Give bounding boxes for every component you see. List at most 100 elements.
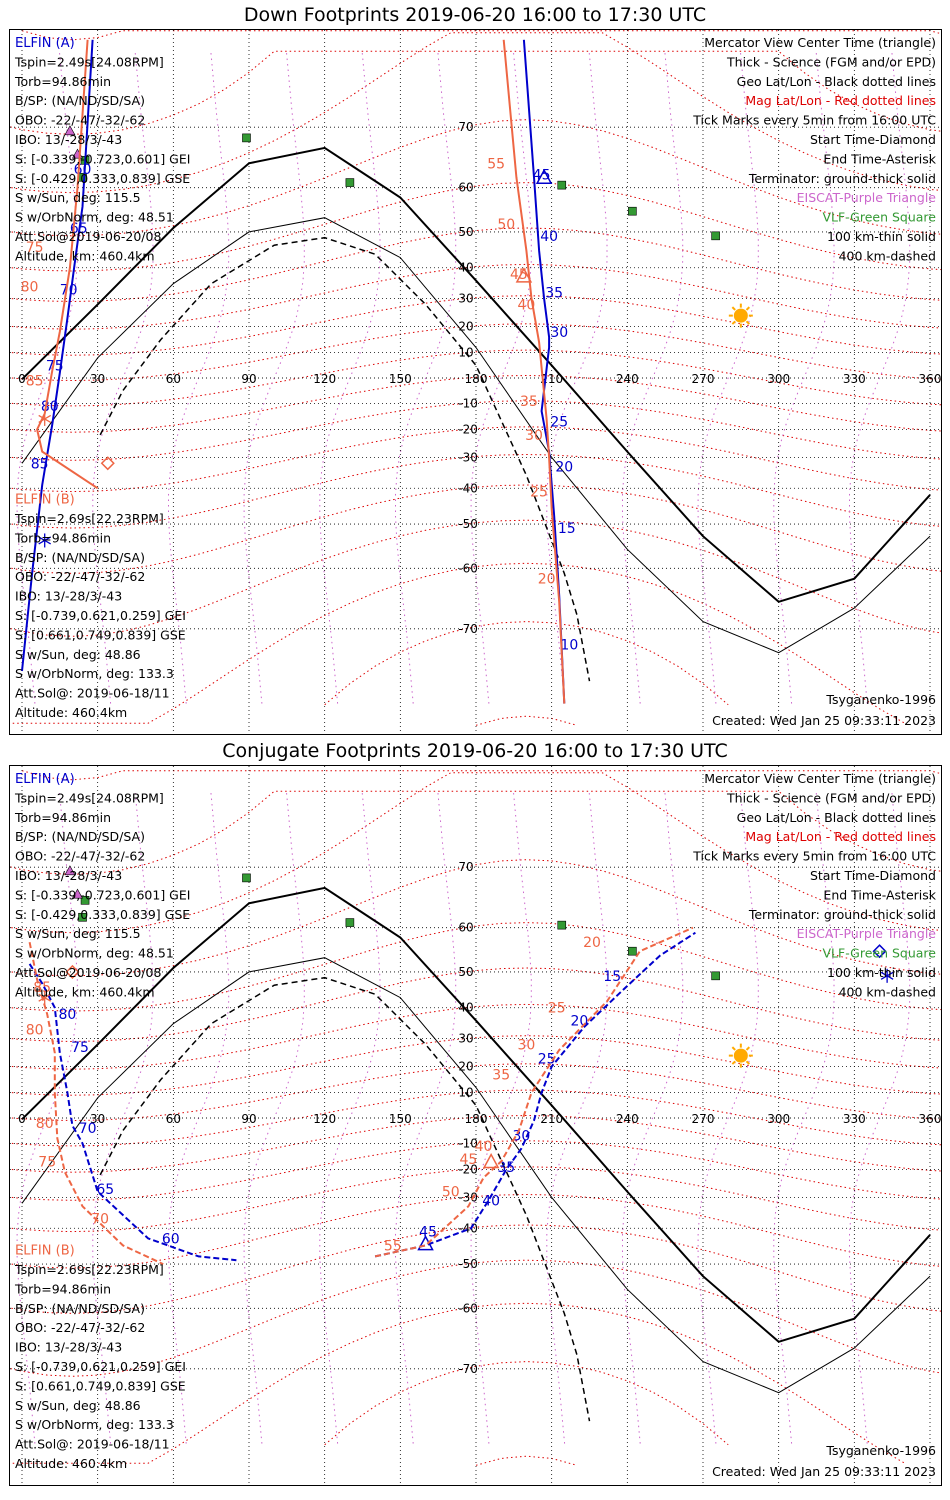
created-timestamp: Created: Wed Jan 25 09:33:11 2023 <box>712 1464 936 1479</box>
tick-minute-label: 45 <box>419 1225 437 1241</box>
y-tick-label: -40 <box>458 481 478 495</box>
sun-ray <box>745 1060 751 1065</box>
start-time-diamond <box>65 964 80 980</box>
terminator-100km-line <box>21 217 931 654</box>
legend-line: End Time-Asterisk <box>823 887 936 902</box>
y-tick-label: 60 <box>458 181 473 195</box>
legend-line: Mercator View Center Time (triangle) <box>704 771 936 786</box>
y-tick-label: 30 <box>458 292 473 306</box>
x-tick-label: 150 <box>389 372 412 386</box>
elfin-a-info-line: B/SP: (NA/ND/SD/SA) <box>15 93 145 108</box>
mag-lon-line <box>16 52 78 704</box>
mag-lat-line <box>10 772 941 934</box>
end-time-asterisk <box>38 536 52 545</box>
elfin-b-info-line: Torb=94.86min <box>14 1281 111 1296</box>
legend-line: End Time-Asterisk <box>823 151 936 166</box>
elfin-a-info-line: IBO: 13/-28/3/-43 <box>15 132 122 147</box>
x-tick-label: 90 <box>241 372 256 386</box>
top-footprint-map: 0 30 60 90 120 150 180 210 240 270 300 330 360706050… <box>10 30 941 734</box>
sun-ray <box>731 1060 736 1065</box>
legend-line: 100 km-thin solid <box>827 229 936 244</box>
mag-lat-line <box>324 621 729 706</box>
x-tick-label: 360 <box>919 372 941 386</box>
mag-lat-line <box>10 323 941 382</box>
sun-ray <box>745 1046 751 1051</box>
legend-line: VLF-Green Square <box>822 946 936 961</box>
elfin-a-info-line: Tspin=2.49s[24.08RPM] <box>14 790 164 805</box>
elfin-a-info-line: Att.Sol@2019-06-20/08 <box>15 229 161 244</box>
x-tick-label: 270 <box>692 372 715 386</box>
sun-ray <box>731 1046 736 1051</box>
y-tick-label: -60 <box>458 561 478 575</box>
elfin-a-info-line: Torb=94.86min <box>14 74 111 89</box>
center-time-triangle <box>482 1152 500 1169</box>
sun-ray <box>731 306 736 311</box>
mag-lat-line <box>10 1003 941 1070</box>
elfin-a-info-line: S: [-0.339,-0.723,0.601] GEI <box>15 887 190 902</box>
mag-lat-line <box>10 1089 941 1147</box>
x-tick-label: 180 <box>465 1112 488 1126</box>
x-tick-label: 360 <box>919 1112 941 1126</box>
mag-lat-line <box>10 1063 941 1122</box>
mag-lon-line <box>849 52 911 704</box>
y-tick-label: -40 <box>458 1221 478 1235</box>
footprint-track <box>374 931 696 1258</box>
tick-minute-label: 30 <box>525 428 543 444</box>
legend-line: EISCAT-Purple Triangle <box>797 190 937 205</box>
sun-marker <box>733 1048 748 1063</box>
elfin-b-info-line: Att.Sol@: 2019-06-18/11 <box>15 1437 170 1452</box>
tick-minute-label: 40 <box>475 1139 493 1155</box>
model-label: Tsyganenko-1996 <box>825 692 936 707</box>
footprint-track <box>36 39 99 490</box>
end-time-asterisk <box>880 971 894 980</box>
center-time-triangle <box>535 168 553 185</box>
sun-ray <box>731 320 736 325</box>
x-tick-label: 120 <box>313 372 336 386</box>
sun-ray <box>745 306 751 311</box>
sun-marker <box>733 308 748 323</box>
tick-minute-label: 80 <box>58 1007 76 1023</box>
footprint-track <box>374 926 694 1258</box>
elfin-a-info-line: IBO: 13/-28/3/-43 <box>15 868 122 883</box>
elfin-a-info-line: S w/Sun, deg: 115.5 <box>15 926 141 941</box>
elfin-a-info-line: OBO: -22/-47/-32/-62 <box>15 113 145 128</box>
elfin-a-info-line: Tspin=2.49s[24.08RPM] <box>14 54 164 69</box>
tick-minute-label: 70 <box>91 1212 109 1228</box>
vlf-site-marker <box>711 971 720 981</box>
bottom-map-frame: 0 30 60 90 120 150 180 210 240 270 300 330 360 70 60 50… <box>9 765 942 1486</box>
elfin-b-info-line: S: [0.661,0.749,0.839] GSE <box>15 627 186 642</box>
elfin-a-info-line: Altitude, km: 460.4km <box>15 248 155 263</box>
y-tick-label: 20 <box>458 1059 473 1073</box>
legend-line: Geo Lat/Lon - Black dotted lines <box>737 810 936 825</box>
tick-minute-label: 35 <box>545 286 563 302</box>
legend-line: Terminator: ground-thick solid <box>748 907 936 922</box>
elfin-a-label: ELFIN (A) <box>15 36 75 51</box>
elfin-b-info-line: Tspin=2.69s[22.23RPM] <box>14 511 164 526</box>
legend-line: Mercator View Center Time (triangle) <box>704 35 936 50</box>
x-tick-label: 30 <box>90 372 105 386</box>
vlf-site-marker <box>242 873 251 883</box>
elfin-a-label: ELFIN (A) <box>15 772 75 787</box>
elfin-a-info-line: OBO: -22/-47/-32/-62 <box>15 849 145 864</box>
legend-line: 400 km-dashed <box>839 984 936 999</box>
y-tick-label: -20 <box>458 1163 478 1177</box>
mag-lon-line <box>395 792 457 1444</box>
mag-lat-line <box>10 519 941 637</box>
x-tick-label: 300 <box>767 1112 790 1126</box>
y-tick-label: -10 <box>458 1136 478 1150</box>
terminator-ground-line <box>21 146 931 603</box>
tick-minute-label: 70 <box>79 1121 97 1137</box>
mag-lat-line <box>475 1455 578 1466</box>
elfin-b-info-line: OBO: -22/-47/-32/-62 <box>15 1320 145 1335</box>
tick-minute-label: 75 <box>46 358 64 374</box>
tick-minute-label: 75 <box>38 1155 56 1171</box>
y-tick-label: -10 <box>458 396 478 410</box>
tick-minute-label: 40 <box>540 229 558 245</box>
elfin-b-info-line: B/SP: (NA/ND/SD/SA) <box>15 1301 145 1316</box>
legend-line: EISCAT-Purple Triangle <box>797 926 937 941</box>
tick-minute-label: 40 <box>518 297 536 313</box>
vlf-site-marker <box>78 912 87 922</box>
legend-line: Start Time-Diamond <box>810 132 936 147</box>
mag-lat-line <box>10 1259 941 1377</box>
tick-minute-label: 30 <box>550 325 568 341</box>
